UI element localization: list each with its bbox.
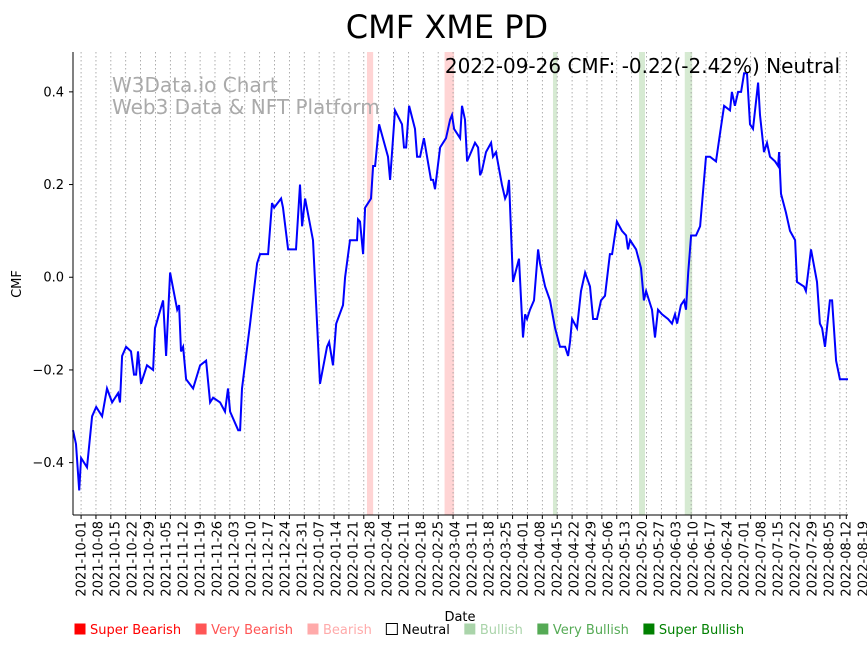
x-tick-label: 2022-06-24	[721, 521, 736, 597]
legend-item-label: Very Bullish	[553, 623, 629, 638]
y-tick-label: 0.4	[43, 85, 64, 100]
band-bearish	[366, 52, 374, 515]
x-tick-label: 2022-05-13	[619, 521, 634, 597]
cmf-series-line	[72, 72, 848, 491]
y-tick-label: 0.0	[43, 271, 64, 286]
x-tick-label: 2022-06-03	[670, 521, 685, 597]
y-axis-label: CMF	[10, 270, 25, 298]
legend-item-label: Bullish	[480, 623, 523, 638]
legend-swatch	[643, 623, 655, 635]
legend-item-label: Bearish	[323, 623, 372, 638]
legend-item-label: Very Bearish	[211, 623, 293, 638]
legend-swatch	[385, 623, 398, 635]
x-tick-label: 2022-07-29	[806, 521, 821, 597]
legend-swatch	[74, 623, 86, 635]
x-tick-label: 2022-01-28	[364, 521, 379, 597]
x-tick-label: 2021-11-26	[211, 521, 226, 597]
x-tick-label: 2022-06-17	[704, 521, 719, 597]
legend-swatch	[464, 623, 476, 635]
x-tick-label: 2022-03-11	[466, 521, 481, 597]
x-axis-label: Date	[444, 610, 475, 625]
x-tick-label: 2022-02-04	[381, 521, 396, 597]
x-tick-label: 2021-10-08	[92, 521, 107, 597]
x-tick-label: 2022-02-25	[432, 521, 447, 597]
x-tick-label: 2022-02-11	[398, 521, 413, 597]
x-tick-label: 2021-11-12	[177, 521, 192, 597]
x-tick-label: 2022-07-01	[738, 521, 753, 597]
legend-swatch	[537, 623, 549, 635]
x-tick-label: 2022-01-07	[313, 521, 328, 597]
x-tick-label: 2021-12-17	[262, 521, 277, 597]
y-tick-label: 0.2	[43, 178, 64, 193]
x-tick-label: 2021-12-03	[228, 521, 243, 597]
x-tick-label: 2022-04-29	[585, 521, 600, 597]
x-tick-label: 2022-05-27	[653, 521, 668, 597]
band-bullish	[552, 52, 558, 515]
x-tick-label: 2022-04-15	[551, 521, 566, 597]
x-tick-label: 2022-08-12	[840, 521, 855, 597]
x-tick-label: 2022-08-05	[823, 521, 838, 597]
x-tick-label: 2022-01-21	[347, 521, 362, 597]
x-tick-label: 2022-06-10	[687, 521, 702, 597]
x-tick-label: 2022-05-20	[636, 521, 651, 597]
x-tick-label: 2021-11-19	[194, 521, 209, 597]
x-tick-label: 2022-08-19	[857, 521, 867, 597]
x-tick-label: 2022-04-08	[534, 521, 549, 597]
x-tick-label: 2022-01-14	[330, 521, 345, 597]
x-tick-label: 2021-12-24	[279, 521, 294, 597]
x-tick-label: 2021-12-31	[296, 521, 311, 597]
x-tick-label: 2022-03-25	[500, 521, 515, 597]
x-tick-label: 2022-07-22	[789, 521, 804, 597]
legend-swatch	[307, 623, 319, 635]
x-tick-label: 2022-07-08	[755, 521, 770, 597]
x-tick-label: 2022-04-22	[568, 521, 583, 597]
x-tick-label: 2022-02-18	[415, 521, 430, 597]
x-tick-label: 2021-12-10	[245, 521, 260, 597]
y-tick-label: −0.2	[32, 363, 64, 378]
x-tick-label: 2021-10-29	[143, 521, 158, 597]
chart-title: CMF XME PD	[346, 8, 548, 46]
legend: Super Bearish Very Bearish Bearish Neutral B…	[74, 623, 744, 638]
x-tick-label: 2021-11-05	[160, 521, 175, 597]
band-bearish	[444, 52, 455, 515]
x-tick-label: 2021-10-01	[75, 521, 90, 597]
legend-swatch	[195, 623, 207, 635]
y-tick-label: −0.4	[32, 456, 64, 471]
x-tick-label: 2021-10-22	[126, 521, 141, 597]
latest-value-annotation: 2022-09-26 CMF: -0.22(-2.42%) Neutral	[445, 54, 840, 78]
legend-item-label: Neutral	[402, 623, 450, 638]
legend-item-label: Super Bearish	[90, 623, 181, 638]
watermark-line-1: W3Data.io Chart	[112, 73, 278, 97]
x-tick-label: 2022-03-18	[483, 521, 498, 597]
x-tick-label: 2021-10-15	[109, 521, 124, 597]
x-tick-label: 2022-03-04	[449, 521, 464, 597]
legend-item-label: Super Bullish	[659, 623, 744, 638]
x-tick-label: 2022-04-01	[517, 521, 532, 597]
x-tick-label: 2022-07-15	[772, 521, 787, 597]
x-tick-label: 2022-05-06	[602, 521, 617, 597]
watermark-line-2: Web3 Data & NFT Platform	[112, 95, 380, 119]
